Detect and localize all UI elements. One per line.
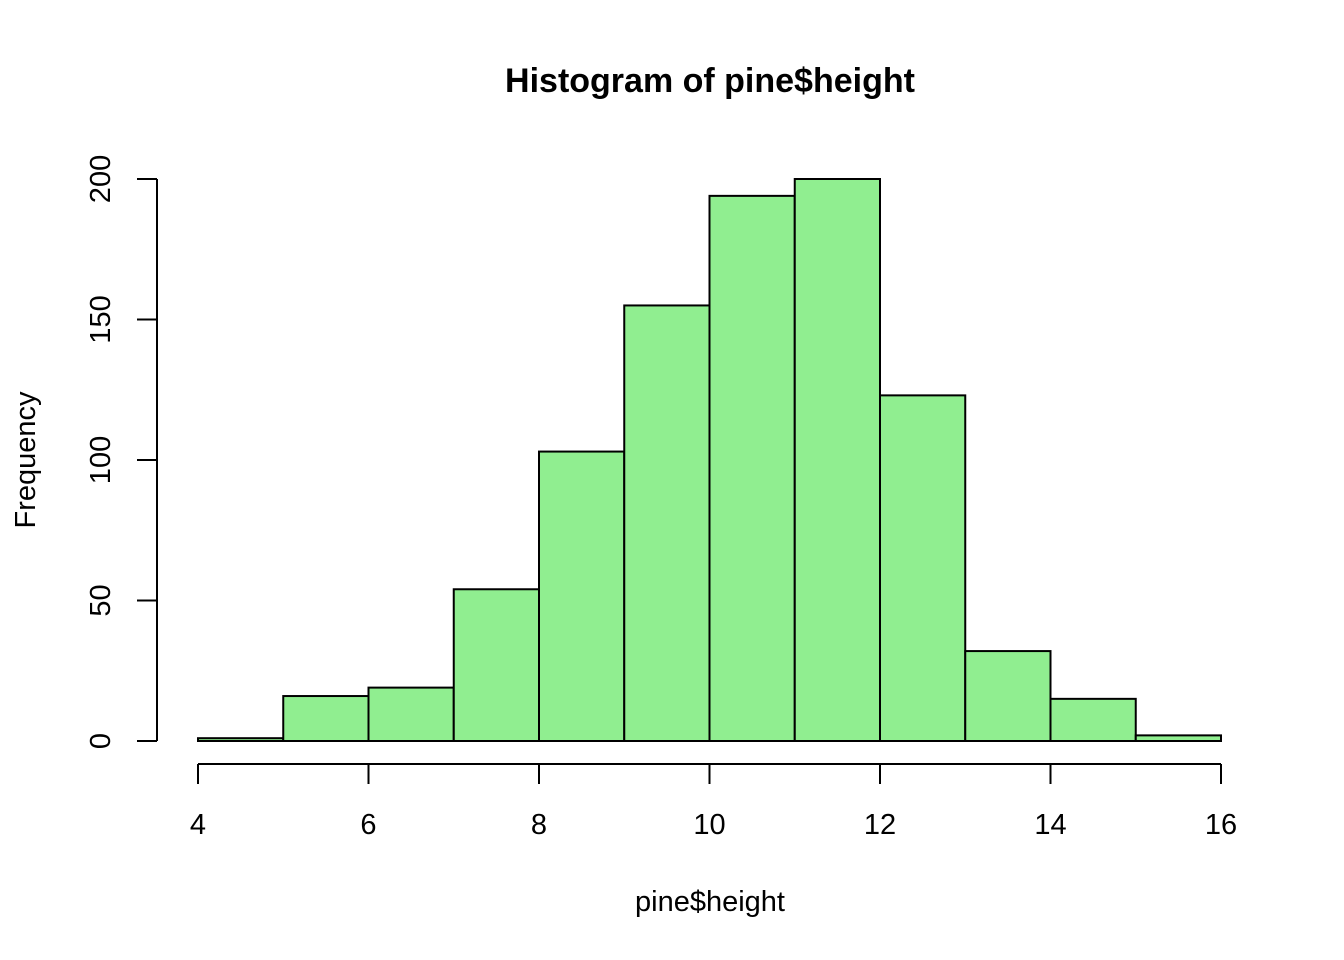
histogram-bar — [793, 178, 881, 742]
histogram-bar — [708, 194, 796, 743]
bars-group — [197, 178, 1222, 743]
x-tick-label: 14 — [1034, 809, 1066, 841]
x-tick-label: 6 — [360, 809, 376, 841]
histogram-bar — [452, 588, 540, 743]
y-axis-label: Frequency — [10, 391, 42, 529]
histogram-bar — [1049, 697, 1137, 742]
histogram-bar — [367, 686, 455, 742]
y-tick-label: 50 — [85, 584, 117, 616]
y-tick-label: 200 — [85, 155, 117, 203]
histogram-bar — [879, 394, 967, 742]
y-tick-label: 0 — [85, 733, 117, 749]
x-tick-label: 10 — [693, 809, 725, 841]
histogram-bar — [197, 737, 285, 743]
histogram-bar — [282, 695, 370, 742]
x-axis: 4 6 8 10 12 14 16 — [190, 763, 1237, 841]
histogram-bar — [964, 650, 1052, 743]
y-axis: 0 50 100 150 200 — [85, 155, 158, 749]
x-tick-label: 8 — [531, 809, 547, 841]
histogram-bar — [538, 450, 626, 742]
x-tick-label: 16 — [1205, 809, 1237, 841]
y-tick-label: 100 — [85, 436, 117, 484]
histogram-bar — [1134, 734, 1222, 743]
x-tick-label: 12 — [864, 809, 896, 841]
x-tick-label: 4 — [190, 809, 206, 841]
x-axis-label: pine$height — [635, 886, 785, 918]
chart-title: Histogram of pine$height — [505, 62, 915, 100]
y-tick-label: 150 — [85, 295, 117, 343]
histogram-bar — [623, 304, 711, 742]
